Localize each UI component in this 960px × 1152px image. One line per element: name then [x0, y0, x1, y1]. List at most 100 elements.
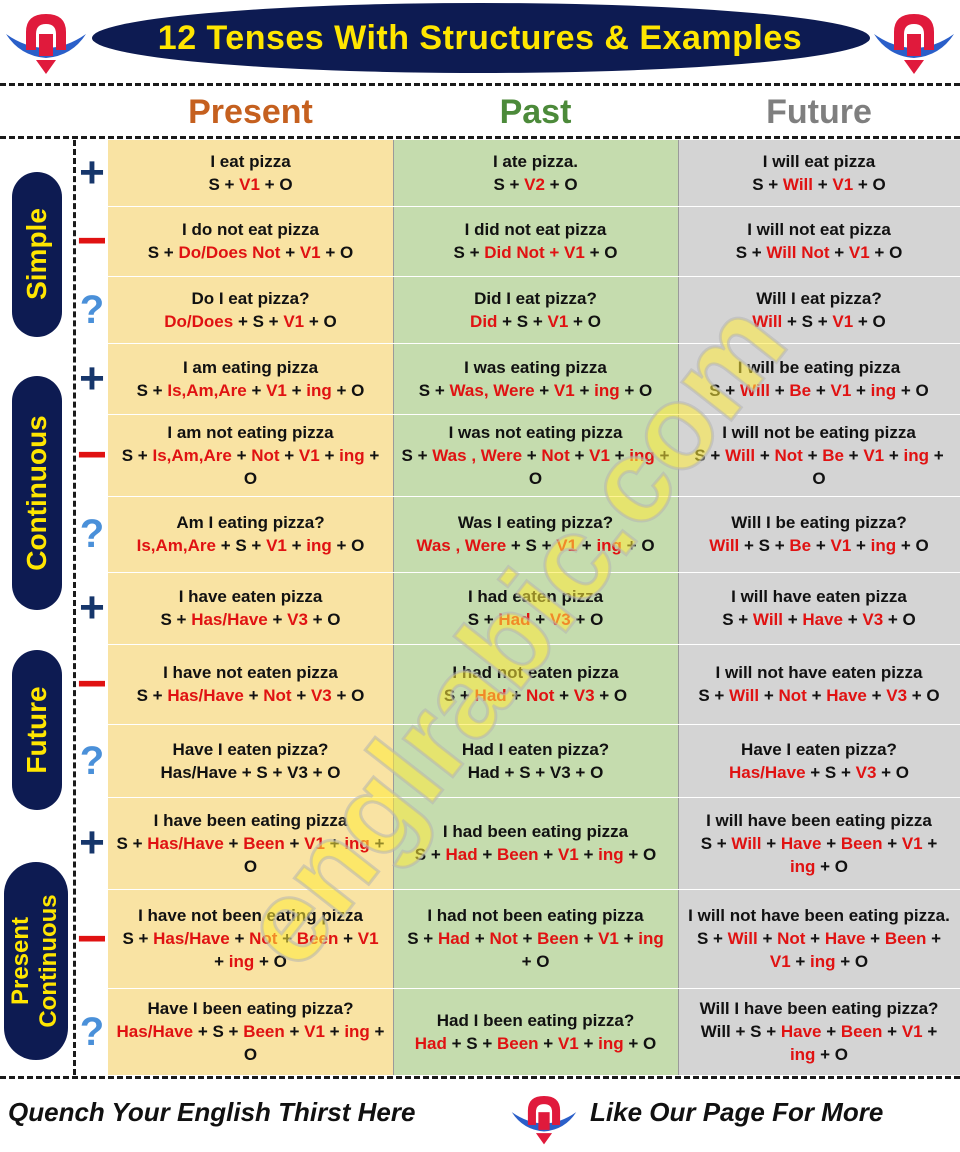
structure-keyword: Is,Am,Are: [152, 445, 232, 465]
structure-text: +: [214, 952, 229, 971]
tense-structure: S + Has/Have + V3 + O: [160, 608, 340, 631]
structure-text: +: [569, 445, 590, 465]
structure-text: +: [243, 686, 264, 705]
divider: [108, 889, 960, 890]
tense-structure: S + Is,Am,Are + V1 + ing + O: [137, 379, 365, 402]
structure-text: +: [284, 1022, 305, 1041]
structure-keyword: V1: [266, 536, 287, 555]
structure-keyword: V1: [589, 445, 610, 465]
structure-text: S +: [414, 845, 446, 864]
structure-text: +: [477, 845, 497, 864]
structure-keyword: Was , Were: [416, 536, 507, 555]
structure-text: S +: [116, 833, 148, 853]
tense-structure: S + Was, Were + V1 + ing + O: [419, 379, 652, 402]
tense-label-future: Future: [21, 686, 52, 774]
structure-keyword: V1: [901, 833, 923, 853]
structure-text: +: [866, 686, 887, 705]
tense-cell: Am I eating pizza? Is,Am,Are + S + V1 + i…: [108, 496, 393, 572]
tense-structure: S + Will + Have + V3 + O: [722, 608, 916, 631]
structure-text: + S +: [739, 536, 790, 555]
structure-keyword: Been: [243, 833, 285, 853]
structure-text: S +: [122, 929, 154, 948]
tense-cell: I will not eat pizza S + Will Not + V1 + …: [678, 206, 960, 276]
structure-keyword: ing: [789, 856, 816, 876]
structure-text: S +: [147, 243, 179, 262]
tense-structure: Had + S + V3 + O: [468, 761, 604, 784]
structure-keyword: V3: [855, 762, 877, 782]
structure-keyword: Was , Were: [432, 445, 523, 465]
structure-keyword: V1: [848, 243, 870, 262]
plus-icon: +: [79, 818, 105, 867]
structure-text: + O: [307, 610, 341, 629]
tense-cell: I am not eating pizza S + Is,Am,Are + Not…: [108, 414, 393, 496]
example-sentence: I am not eating pizza: [167, 422, 334, 442]
structure-text: + O: [594, 686, 628, 705]
structure-keyword: Be: [822, 445, 844, 465]
structure-text: + O: [815, 1045, 849, 1064]
structure-text: S +: [208, 175, 240, 194]
structure-text: + O: [243, 1022, 385, 1064]
structure-text: +: [267, 610, 288, 629]
question-icon: ?: [79, 1009, 105, 1054]
structure-keyword: Not: [526, 686, 555, 705]
structure-text: + O: [623, 1033, 657, 1053]
divider: [108, 414, 960, 415]
minus-icon: −: [76, 909, 108, 968]
structure-text: +: [231, 445, 252, 465]
structure-text: S +: [136, 380, 168, 400]
structure-keyword: Has/Have: [167, 686, 244, 705]
tense-cell: I was eating pizza S + Was, Were + V1 + i…: [393, 343, 678, 414]
structure-text: +: [284, 833, 305, 853]
structure-keyword: Been: [496, 1033, 539, 1053]
tense-cell: I ate pizza. S + V2 + O: [393, 140, 678, 206]
tense-pill-simple: [12, 172, 62, 337]
structure-keyword: Is,Am,Are: [136, 536, 216, 555]
structure-text: +: [829, 243, 849, 262]
example-sentence: I will not have eaten pizza: [715, 663, 923, 682]
structure-text: + O: [584, 243, 618, 262]
question-icon: ?: [79, 287, 105, 332]
example-sentence: Will I have been eating pizza?: [699, 999, 939, 1018]
structure-text: S +: [453, 243, 485, 262]
structure-text: +: [790, 952, 811, 971]
tense-cell: I will not have eaten pizza S + Will + No…: [678, 644, 960, 724]
structure-text: +: [811, 536, 831, 555]
example-sentence: Had I been eating pizza?: [436, 1010, 635, 1030]
tense-structure: Had + S + Been + V1 + ing + O: [415, 1032, 656, 1055]
example-sentence: I ate pizza.: [492, 152, 579, 171]
structure-text: + O: [619, 380, 653, 400]
structure-keyword: ing: [629, 445, 655, 465]
structure-text: + O: [815, 856, 849, 876]
structure-text: S +: [407, 929, 438, 948]
example-sentence: I had eaten pizza: [467, 587, 604, 606]
structure-text: +: [578, 1033, 599, 1053]
example-sentence: Have I been eating pizza?: [147, 999, 354, 1018]
structure-keyword: Had: [445, 845, 478, 864]
tense-cell: Do I eat pizza? Do/Does + S + V1 + O: [108, 276, 393, 343]
structure-keyword: Had: [414, 1033, 447, 1053]
example-sentence: Do I eat pizza?: [191, 288, 310, 308]
structure-keyword: Did Not + V1: [484, 243, 585, 262]
structure-text: + O: [907, 686, 940, 705]
structure-keyword: Not: [774, 445, 803, 465]
structure-text: S +: [493, 175, 525, 194]
structure-keyword: V3: [573, 686, 595, 705]
tense-structure: S + Do/Does Not + V1 + O: [148, 241, 354, 264]
structure-text: +: [783, 610, 803, 629]
structure-keyword: ing: [228, 952, 255, 971]
structure-keyword: V1: [547, 311, 569, 331]
minus-icon: −: [76, 426, 108, 484]
structure-text: +: [843, 610, 863, 629]
structure-text: +: [338, 929, 358, 948]
tense-structure: Is,Am,Are + S + V1 + ing + O: [137, 534, 365, 557]
example-sentence: Am I eating pizza?: [176, 513, 325, 532]
structure-text: +: [609, 445, 630, 465]
structure-text: +: [538, 1033, 558, 1053]
example-sentence: I did not eat pizza: [464, 220, 607, 239]
structure-keyword: ing: [598, 845, 624, 864]
structure-keyword: Had: [437, 929, 471, 948]
structure-text: +: [279, 445, 299, 465]
structure-keyword: Has/Have: [116, 1022, 194, 1041]
example-sentence: I will eat pizza: [762, 152, 876, 171]
past-column-bg: [393, 140, 678, 1075]
